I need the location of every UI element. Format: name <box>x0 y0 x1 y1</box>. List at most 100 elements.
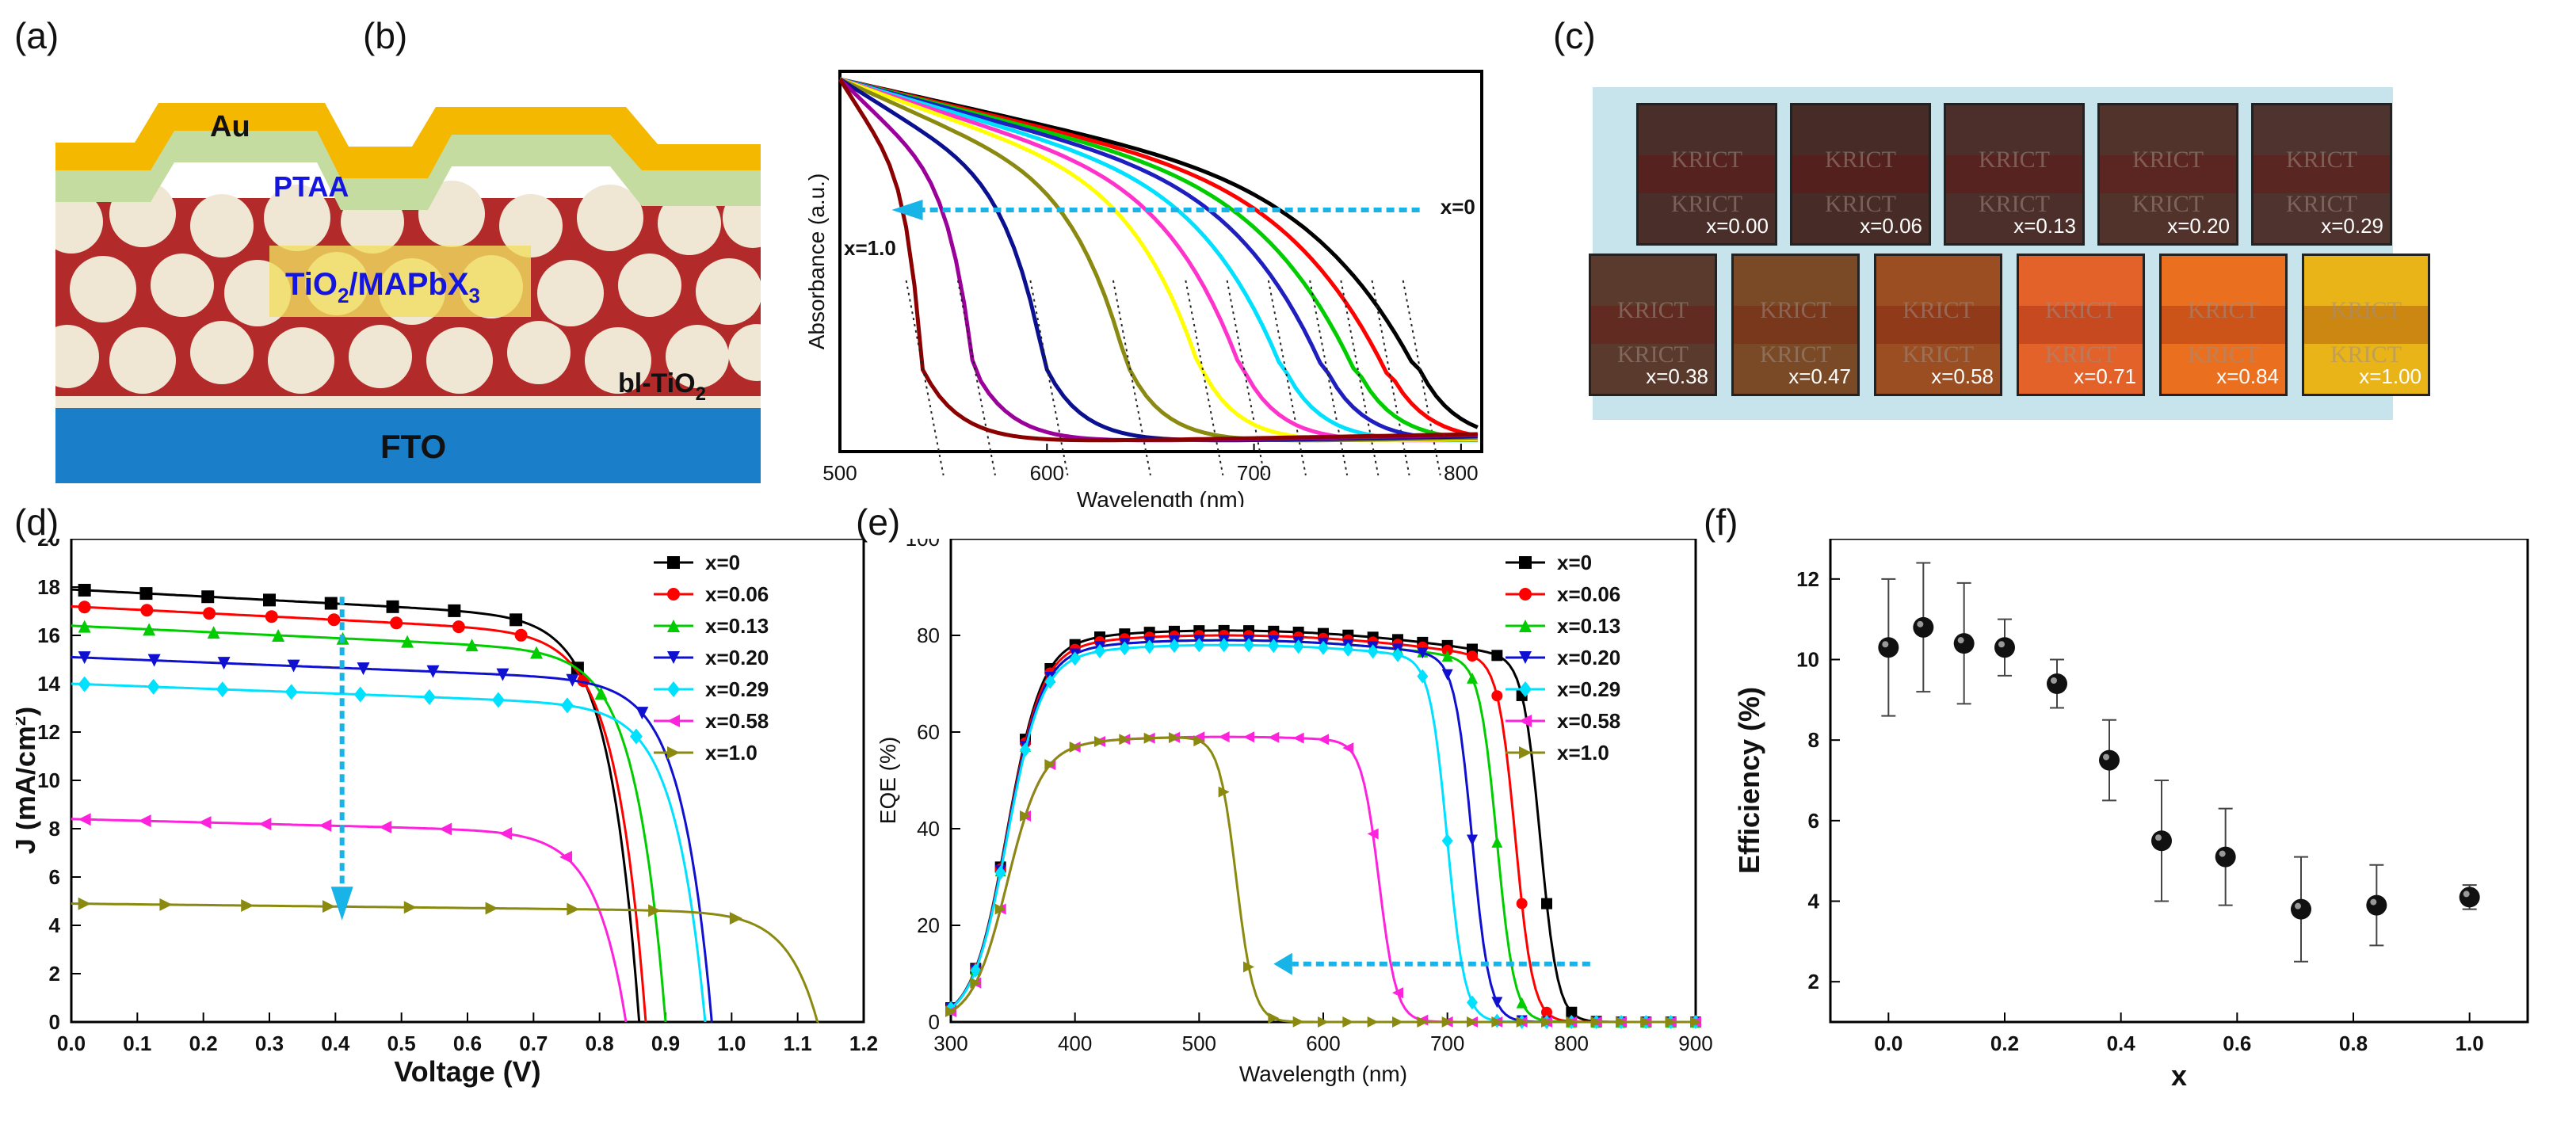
absorbance-curve <box>838 78 1478 443</box>
x-tick-label: 600 <box>1306 1032 1340 1055</box>
jv-series <box>71 676 707 1023</box>
jv-marker <box>559 850 573 864</box>
eqe-chart: 300 400 500 600 700 800 900 0 20 40 60 80 100 Wavelen… <box>876 539 1713 1086</box>
eqe-marker <box>1143 732 1155 744</box>
absorbance-curve <box>838 77 1478 443</box>
legend-label: x=0.06 <box>1557 582 1620 606</box>
jv-curve <box>71 588 641 1024</box>
marker-highlight <box>2295 902 2301 909</box>
jv-marker <box>567 902 580 916</box>
eqe-marker <box>1292 639 1304 654</box>
krict-watermark: KRICT <box>1617 297 1689 324</box>
x-tick-label: 700 <box>1237 461 1271 485</box>
film-sample: KRICT KRICT x=0.38 <box>1589 254 1717 396</box>
legend-label: x=0 <box>705 551 740 574</box>
eqe-marker <box>1318 640 1329 655</box>
plot-frame <box>1829 539 2529 1024</box>
jv-marker <box>319 819 332 833</box>
jv-marker <box>357 662 370 676</box>
legend-label: x=0.13 <box>1557 614 1620 638</box>
film-band <box>1591 305 1715 345</box>
eqe-marker <box>1516 898 1528 909</box>
jv-curve <box>71 902 819 1024</box>
eqe-marker <box>1491 690 1503 702</box>
jv-marker <box>491 692 505 708</box>
jv-marker <box>635 707 649 720</box>
tio2-mapbx-label: TiO2/MAPbX3 <box>285 267 480 307</box>
marker-highlight <box>2370 898 2377 906</box>
y-tick-label: 0 <box>49 1010 60 1034</box>
jv-marker <box>139 587 153 601</box>
y-tick-label: 10 <box>1796 648 1819 672</box>
eqe-marker <box>970 963 982 978</box>
y-axis-label: Efficiency (%) <box>1733 687 1765 874</box>
jv-marker <box>386 600 399 613</box>
absorbance-chart: 500 600 700 800 Wavelength (nm) Absorbance (a… <box>804 70 1483 507</box>
eqe-marker <box>1665 1016 1677 1028</box>
y-tick-label: 80 <box>917 623 940 647</box>
legend-marker <box>1519 746 1532 759</box>
eqe-marker <box>1640 1016 1652 1028</box>
sample-composition-label: x=0.29 <box>2321 214 2383 238</box>
jv-marker <box>287 659 300 673</box>
panel-label-b: (b) <box>363 15 408 56</box>
au-layer <box>55 103 761 178</box>
jv-marker <box>403 901 417 914</box>
krict-watermark: KRICT <box>2045 297 2116 324</box>
eqe-marker <box>1566 1016 1578 1028</box>
eqe-marker <box>1491 836 1503 848</box>
eqe-curve <box>950 736 1696 1024</box>
efficiency-point <box>2459 884 2480 910</box>
x-axis-label: x <box>2171 1059 2187 1092</box>
film-band <box>1639 154 1775 194</box>
film-sample: KRICT KRICT x=0.06 <box>1790 103 1931 246</box>
efficiency-point <box>2151 780 2172 902</box>
jv-marker <box>78 583 91 597</box>
marker-highlight <box>1957 637 1964 644</box>
jv-marker <box>217 657 231 670</box>
efficiency-point <box>1953 582 1975 705</box>
x-axis-label: Voltage (V) <box>394 1055 540 1088</box>
y-axis-label-end: ) <box>16 707 41 716</box>
film-band <box>1734 305 1857 345</box>
jv-marker <box>263 593 276 607</box>
x-tick-label: 1.0 <box>717 1032 746 1055</box>
data-marker <box>2366 894 2387 916</box>
eqe-marker <box>1268 639 1280 654</box>
y-tick-label: 0 <box>929 1010 940 1034</box>
jv-marker <box>78 813 91 826</box>
jv-marker <box>324 597 338 610</box>
ptaa-label: PTAA <box>273 170 349 203</box>
eqe-marker <box>1441 644 1453 656</box>
legend-label: x=0.58 <box>705 709 769 733</box>
efficiency-point <box>2215 807 2236 906</box>
eqe-marker <box>1392 987 1403 999</box>
eqe-marker <box>1541 1016 1552 1028</box>
onset-tangent <box>1371 280 1410 476</box>
krict-watermark: KRICT <box>2132 147 2204 174</box>
data-marker <box>2291 898 2311 920</box>
plot-frame <box>838 70 1483 453</box>
absorbance-curve <box>839 77 1478 442</box>
jv-marker <box>509 613 523 627</box>
eqe-marker <box>1441 650 1453 662</box>
eqe-marker <box>1467 650 1478 662</box>
y-axis-label: EQE (%) <box>876 737 900 824</box>
data-marker <box>1913 616 1934 638</box>
jv-marker <box>203 607 216 620</box>
film-sample: KRICT KRICT x=0.13 <box>1944 103 2085 246</box>
jv-marker <box>629 728 643 745</box>
jv-marker <box>379 821 392 834</box>
eqe-curve <box>950 735 1696 1024</box>
marker-highlight <box>2103 753 2109 761</box>
x-tick-label: 800 <box>1444 461 1478 485</box>
data-marker <box>1953 633 1975 654</box>
eqe-marker <box>1342 742 1354 754</box>
legend-marker <box>667 556 680 569</box>
annotation-x1: x=1.0 <box>844 236 896 260</box>
jv-marker <box>284 684 298 700</box>
legend-marker <box>667 651 680 664</box>
eqe-marker <box>1690 1016 1701 1028</box>
eqe-marker <box>1491 1016 1503 1028</box>
eqe-marker <box>1020 742 1031 757</box>
